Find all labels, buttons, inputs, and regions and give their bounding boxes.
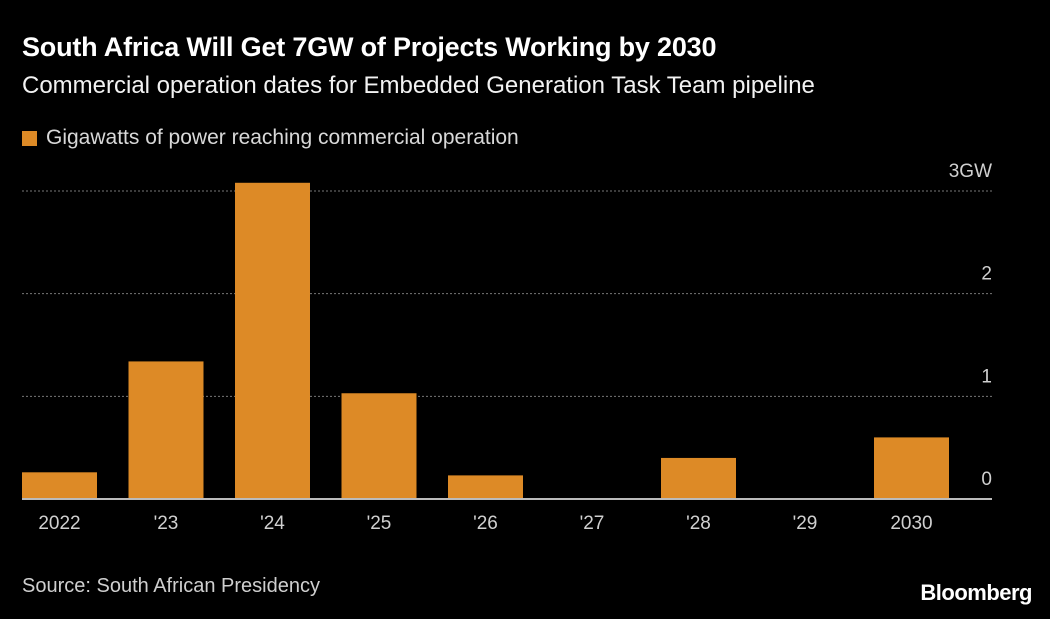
bar-23 bbox=[128, 361, 204, 499]
x-tick-label: 2030 bbox=[890, 513, 932, 534]
legend: Gigawatts of power reaching commercial o… bbox=[22, 126, 519, 150]
y-tick-label: 2 bbox=[981, 264, 992, 285]
x-tick-label: '23 bbox=[154, 513, 179, 534]
bar-24 bbox=[235, 182, 310, 499]
x-tick-label: '27 bbox=[580, 513, 605, 534]
source-note: Source: South African Presidency bbox=[22, 575, 320, 597]
y-tick-label: 1 bbox=[981, 366, 992, 387]
x-tick-label: 2022 bbox=[38, 513, 80, 534]
bar-2030 bbox=[874, 437, 949, 499]
x-tick-label: '25 bbox=[367, 513, 392, 534]
bloomberg-logo: Bloomberg bbox=[920, 580, 1032, 605]
bar-26 bbox=[448, 475, 523, 499]
chart-title: South Africa Will Get 7GW of Projects Wo… bbox=[22, 32, 717, 62]
legend-label: Gigawatts of power reaching commercial o… bbox=[46, 126, 519, 149]
x-tick-label: '26 bbox=[473, 513, 498, 534]
bar-25 bbox=[341, 393, 417, 499]
x-tick-label: '28 bbox=[686, 513, 711, 534]
legend-swatch bbox=[22, 130, 37, 146]
x-tick-label: '29 bbox=[793, 513, 818, 534]
y-tick-label: 0 bbox=[981, 469, 992, 490]
y-tick-label: 3GW bbox=[949, 161, 992, 182]
bar-2022 bbox=[22, 472, 97, 499]
x-tick-label: '24 bbox=[260, 513, 285, 534]
chart-subtitle: Commercial operation dates for Embedded … bbox=[22, 72, 815, 99]
bar-28 bbox=[661, 457, 736, 499]
